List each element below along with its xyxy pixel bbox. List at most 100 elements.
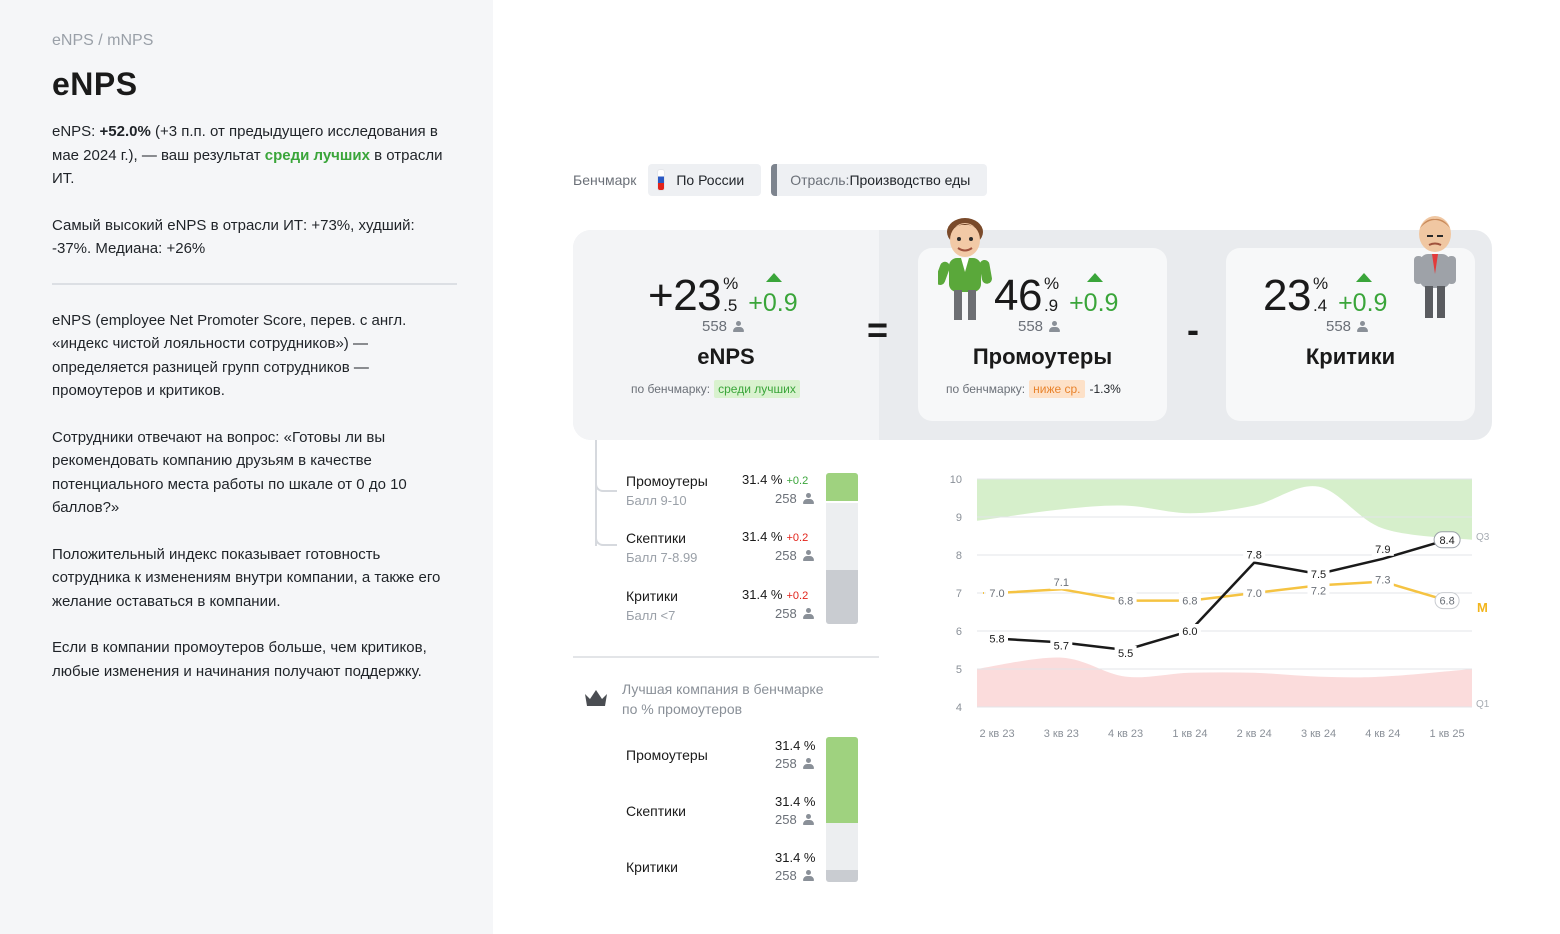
promoter-character-icon xyxy=(938,218,992,320)
median-point-label: 7.0 xyxy=(989,588,1004,600)
critics-label: Критики xyxy=(1305,344,1396,369)
best-critics-segment xyxy=(826,870,858,882)
person-icon xyxy=(802,608,814,619)
promoters-count: 558 xyxy=(1018,318,1061,335)
promoters-pct-sign: % xyxy=(1043,274,1060,293)
promoters-bm-prefix: по бенчмарку: xyxy=(946,382,1026,396)
best-group-count: 258 xyxy=(775,868,814,883)
summary-text: eNPS: xyxy=(52,123,100,140)
group-delta: +0.2 xyxy=(786,532,809,544)
enps-benchmark: по бенчмарку: среди лучших xyxy=(631,380,800,398)
person-icon xyxy=(802,870,814,881)
arrow-up-icon xyxy=(1356,273,1373,282)
benchmark-industry-chip[interactable]: Отрасль: Производство еды xyxy=(771,164,988,196)
question-text: Сотрудники отвечают на вопрос: «Готовы л… xyxy=(52,428,407,517)
group-name: Скептики xyxy=(626,530,686,546)
person-icon xyxy=(733,321,745,332)
critics-int: 23 xyxy=(1263,271,1311,320)
y-tick-label: 7 xyxy=(956,588,962,600)
company-point-badge xyxy=(1433,531,1461,549)
distribution-tree-connector xyxy=(595,440,617,546)
benchmark-russia-chip[interactable]: По России xyxy=(648,164,762,196)
median-point-label: 7.2 xyxy=(1311,585,1326,597)
best-title-line2: по % промоутеров xyxy=(622,701,743,717)
critics-delta: +0.9 xyxy=(1338,273,1388,318)
promoters-delta-value: +0.9 xyxy=(1069,289,1119,317)
group-count: 258 xyxy=(775,606,814,621)
company-point-bg xyxy=(1371,541,1394,556)
upper-quartile-band xyxy=(977,479,1472,540)
enps-decimal: .5 xyxy=(723,296,738,315)
x-tick-label: 3 кв 23 xyxy=(1044,728,1079,740)
enps-int: +23 xyxy=(648,271,722,320)
best-title-line1: Лучшая компания в бенчмарке xyxy=(622,681,824,697)
company-point-label: 8.4 xyxy=(1439,535,1454,547)
enps-block: +23 % .5 +0.9 558 eNPS по бенчмарку: среди… xyxy=(573,230,879,440)
median-point-label: 6.8 xyxy=(1118,596,1133,608)
support-text: Если в компании промоутеров больше, чем … xyxy=(52,639,427,680)
y-tick-label: 4 xyxy=(956,702,962,714)
best-company-title: Лучшая компания в бенчмарке по % промоут… xyxy=(622,679,823,719)
divider xyxy=(52,282,457,285)
y-tick-label: 6 xyxy=(956,626,962,638)
company-series-line xyxy=(996,538,1448,652)
person-icon xyxy=(802,493,814,504)
best-group-name: Критики xyxy=(626,859,678,875)
enps-count: 558 xyxy=(702,318,745,335)
median-point-label: 7.3 xyxy=(1375,575,1390,587)
best-skeptics-segment xyxy=(826,823,858,870)
critics-pct-sign: % xyxy=(1312,274,1329,293)
positive-index-text: Положительный индекс показывает готовнос… xyxy=(52,545,441,610)
x-tick-label: 2 кв 24 xyxy=(1237,728,1272,740)
median-point-bg xyxy=(986,585,1008,600)
group-delta: +0.2 xyxy=(786,590,809,602)
critics-value: 23 % .4 +0.9 xyxy=(1263,271,1388,320)
enps-bm-prefix: по бенчмарку: xyxy=(631,382,711,396)
group-delta: +0.2 xyxy=(786,475,809,487)
group-count-value: 258 xyxy=(775,548,797,563)
benchmark-label: Бенчмарк xyxy=(573,172,637,188)
russia-flag-icon xyxy=(657,169,666,191)
group-percent: 31.4 % +0.2 xyxy=(742,587,808,602)
company-point-bg xyxy=(986,631,1008,646)
promoters-card[interactable]: 46 % .9 +0.9 558 Промоутеры по бенчмарку:… xyxy=(918,248,1167,421)
company-point-bg xyxy=(1243,547,1266,562)
median-point-bg xyxy=(1114,592,1137,608)
sidebar: eNPS / mNPS eNPS eNPS: +52.0% (+3 п.п. о… xyxy=(0,0,493,934)
breadcrumb[interactable]: eNPS / mNPS xyxy=(52,32,154,49)
group-score-range: Балл 7-8.99 xyxy=(626,550,698,565)
median-label: M xyxy=(1477,600,1488,615)
median-point-badge xyxy=(1434,592,1460,610)
x-tick-label: 4 кв 23 xyxy=(1108,728,1143,740)
promoters-decimal: .9 xyxy=(1043,296,1059,315)
company-point-label: 7.5 xyxy=(1311,569,1326,581)
critics-count-value: 558 xyxy=(1326,318,1352,335)
company-point-label: 7.9 xyxy=(1375,544,1390,556)
minus-sign: - xyxy=(1187,309,1199,350)
distribution-stack-bar xyxy=(826,473,858,624)
group-count: 258 xyxy=(775,548,814,563)
person-icon xyxy=(802,814,814,825)
person-icon xyxy=(1357,321,1369,332)
critics-delta-value: +0.9 xyxy=(1338,289,1388,317)
industry-marker-icon xyxy=(771,164,778,196)
lower-band-label: Q1 xyxy=(1476,699,1490,710)
critics-segment xyxy=(826,570,858,624)
x-tick-label: 4 кв 24 xyxy=(1365,728,1400,740)
group-name: Критики xyxy=(626,588,678,604)
promoters-delta: +0.9 xyxy=(1069,273,1119,318)
section-divider xyxy=(573,656,879,658)
x-tick-label: 2 кв 23 xyxy=(979,728,1014,740)
upper-band-label: Q3 xyxy=(1476,532,1490,543)
company-point-label: 5.7 xyxy=(1054,640,1069,652)
enps-trend-chart: 4 5 6 7 8 9 10 2 кв 23 3 кв 23 4 кв 23 1 кв 24 2 кв… xyxy=(950,474,1490,740)
y-tick-label: 9 xyxy=(956,512,962,524)
median-point-label: 7.1 xyxy=(1054,577,1069,589)
person-icon xyxy=(802,550,814,561)
company-point-label: 7.8 xyxy=(1247,550,1262,562)
group-percent-value: 31.4 % xyxy=(742,529,783,544)
enps-label: eNPS xyxy=(697,344,755,369)
enps-delta-value: +0.9 xyxy=(748,289,798,317)
y-tick-label: 8 xyxy=(956,550,962,562)
group-count: 258 xyxy=(775,491,814,506)
